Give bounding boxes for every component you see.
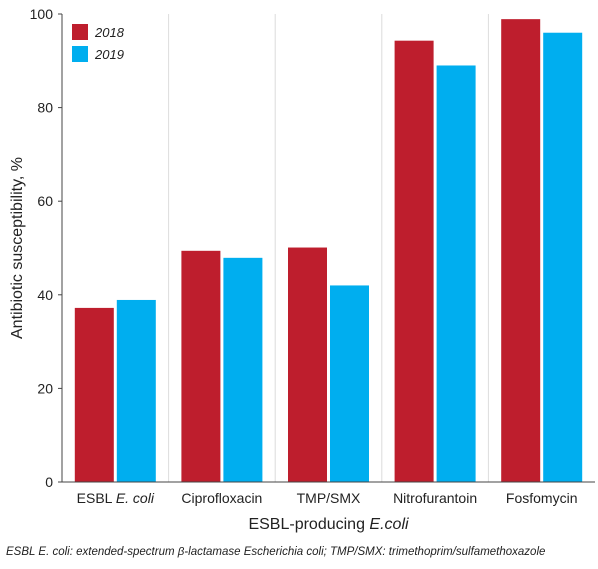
y-tick-label: 20 — [37, 380, 53, 396]
footnote: ESBL E. coli: extended-spectrum β-lactam… — [6, 546, 546, 558]
y-tick-label: 60 — [37, 193, 53, 209]
bar-2019-2 — [330, 285, 369, 482]
x-axis-title: ESBL-producing E.coli — [248, 516, 409, 533]
legend-swatch-2018 — [72, 24, 88, 40]
bar-2019-0 — [116, 299, 156, 482]
legend-label-2018: 2018 — [94, 25, 125, 40]
y-tick-label: 100 — [30, 6, 54, 22]
legend-label-2019: 2019 — [94, 47, 124, 62]
y-tick-label: 40 — [37, 287, 53, 303]
x-axis-title-italic: E.coli — [369, 516, 409, 533]
y-axis-title: Antibiotic susceptibility, % — [9, 157, 26, 339]
x-axis-title-prefix: ESBL-producing — [248, 516, 369, 533]
y-tick-label: 0 — [45, 474, 53, 490]
x-category-labels: ESBL E. coli Ciprofloxacin TMP/SMX Nitrofur… — [77, 490, 578, 506]
bar-2019-3 — [436, 65, 476, 482]
bar-2019-4 — [543, 32, 583, 482]
x-tick-label: Nitrofurantoin — [393, 490, 477, 506]
bar-2018-2 — [288, 247, 327, 482]
bar-2018-4 — [501, 19, 541, 482]
axes — [61, 14, 595, 483]
bars — [74, 19, 583, 483]
y-tick-label: 80 — [37, 100, 53, 116]
bar-2018-1 — [181, 250, 221, 482]
x-tick-label: Ciprofloxacin — [181, 490, 262, 506]
legend: 2018 2019 — [72, 24, 125, 62]
bar-2018-0 — [74, 307, 114, 482]
x-tick-label: ESBL E. coli — [77, 490, 155, 506]
x-tick-label: Fosfomycin — [506, 490, 578, 506]
grid-lines — [168, 14, 489, 482]
x-tick-label: TMP/SMX — [297, 490, 361, 506]
bar-2019-1 — [223, 257, 263, 482]
bar-2018-3 — [394, 40, 434, 483]
bar-chart: 0 20 40 60 80 100 ESBL E. coli Ciprofloxacin TM… — [9, 6, 595, 533]
legend-swatch-2019 — [72, 46, 88, 62]
y-tick-labels: 0 20 40 60 80 100 — [30, 6, 62, 490]
